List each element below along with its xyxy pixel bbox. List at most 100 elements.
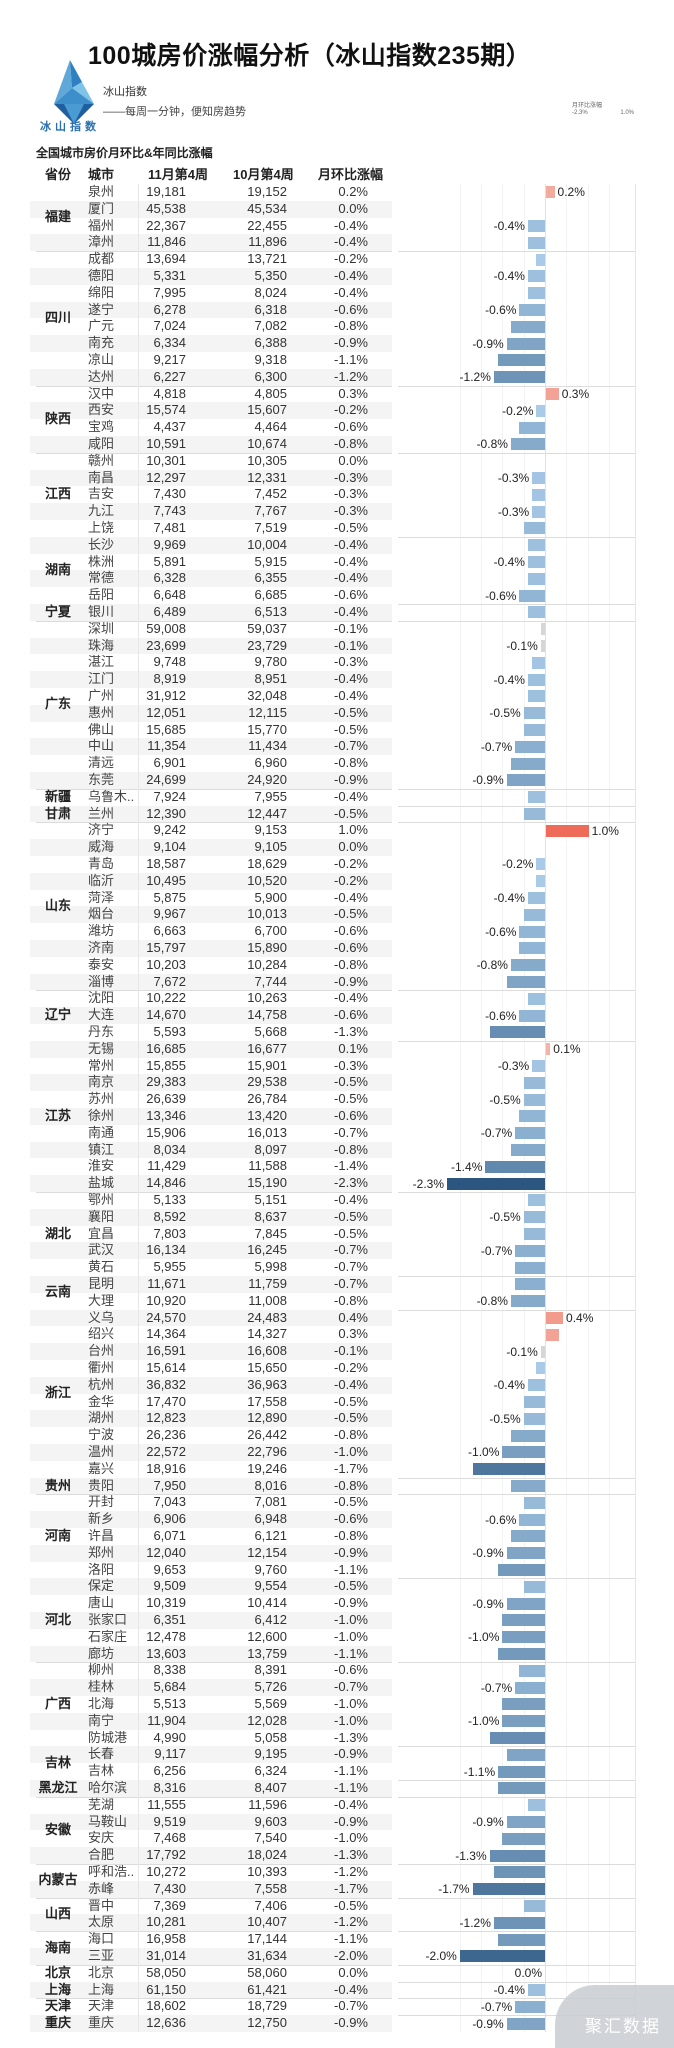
table-row[interactable]: 银川 6,489 6,513 -0.4% [30,604,392,621]
table-row[interactable]: 成都 13,694 13,721 -0.2% [30,251,392,268]
table-row[interactable]: 泰安 10,203 10,284 -0.8% [30,957,392,974]
table-row[interactable]: 防城港 4,990 5,058 -1.3% [30,1730,392,1747]
table-row[interactable]: 宝鸡 4,437 4,464 -0.6% [30,419,392,436]
table-row[interactable]: 清远 6,901 6,960 -0.8% [30,755,392,772]
table-row[interactable]: 东莞 24,699 24,920 -0.9% [30,772,392,789]
table-row[interactable]: 珠海 23,699 23,729 -0.1% [30,637,392,655]
table-row[interactable]: 呼和浩.. 10,272 10,393 -1.2% [30,1864,392,1881]
table-row[interactable]: 石家庄 12,478 12,600 -1.0% [30,1629,392,1646]
table-row[interactable]: 绵阳 7,995 8,024 -0.4% [30,285,392,302]
table-row[interactable]: 广元 7,024 7,082 -0.8% [30,318,392,335]
table-row[interactable]: 安庆 7,468 7,540 -1.0% [30,1830,392,1847]
table-row[interactable]: 黄石 5,955 5,998 -0.7% [30,1259,392,1276]
table-row[interactable]: 洛阳 9,653 9,760 -1.1% [30,1562,392,1579]
table-row[interactable]: 襄阳 8,592 8,637 -0.5% [30,1208,392,1226]
table-row[interactable]: 开封 7,043 7,081 -0.5% [30,1494,392,1511]
table-row[interactable]: 泉州 19,181 19,152 0.2% [30,184,392,201]
table-row[interactable]: 吉安 7,430 7,452 -0.3% [30,486,392,503]
table-row[interactable]: 丹东 5,593 5,668 -1.3% [30,1024,392,1041]
table-row[interactable]: 杭州 36,832 36,963 -0.4% [30,1376,392,1394]
table-row[interactable]: 威海 9,104 9,105 0.0% [30,839,392,856]
table-row[interactable]: 烟台 9,967 10,013 -0.5% [30,906,392,924]
table-row[interactable]: 长春 9,117 9,195 -0.9% [30,1746,392,1764]
table-row[interactable]: 绍兴 14,364 14,327 0.3% [30,1326,392,1343]
table-row[interactable]: 沈阳 10,222 10,263 -0.4% [30,990,392,1007]
table-row[interactable]: 潍坊 6,663 6,700 -0.6% [30,923,392,940]
table-row[interactable]: 武汉 16,134 16,245 -0.7% [30,1242,392,1260]
table-row[interactable]: 济宁 9,242 9,153 1.0% [30,822,392,839]
table-row[interactable]: 无锡 16,685 16,677 0.1% [30,1040,392,1058]
table-row[interactable]: 汉中 4,818 4,805 0.3% [30,386,392,403]
table-row[interactable]: 德阳 5,331 5,350 -0.4% [30,268,392,285]
column-header-week-nov[interactable]: 11月第4周 [148,167,208,182]
table-row[interactable]: 桂林 5,684 5,726 -0.7% [30,1679,392,1696]
table-row[interactable]: 兰州 12,390 12,447 -0.5% [30,805,392,823]
table-row[interactable]: 吉林 6,256 6,324 -1.1% [30,1763,392,1780]
table-row[interactable]: 海口 16,958 17,144 -1.1% [30,1931,392,1948]
table-row[interactable]: 西安 15,574 15,607 -0.2% [30,402,392,420]
table-row[interactable]: 福州 22,367 22,455 -0.4% [30,218,392,235]
table-row[interactable]: 北海 5,513 5,569 -1.0% [30,1696,392,1713]
table-row[interactable]: 保定 9,509 9,554 -0.5% [30,1578,392,1596]
table-row[interactable]: 南充 6,334 6,388 -0.9% [30,335,392,352]
table-row[interactable]: 遂宁 6,278 6,318 -0.6% [30,301,392,319]
table-row[interactable]: 衢州 15,614 15,650 -0.2% [30,1360,392,1377]
table-row[interactable]: 厦门 45,538 45,534 0.0% [30,200,392,218]
table-row[interactable]: 鄂州 5,133 5,151 -0.4% [30,1192,392,1209]
table-row[interactable]: 济南 15,797 15,890 -0.6% [30,940,392,957]
table-row[interactable]: 深圳 59,008 59,037 -0.1% [30,621,392,638]
table-row[interactable]: 湛江 9,748 9,780 -0.3% [30,654,392,671]
table-row[interactable]: 许昌 6,071 6,121 -0.8% [30,1528,392,1545]
table-row[interactable]: 青岛 18,587 18,629 -0.2% [30,856,392,873]
table-row[interactable]: 上海 61,150 61,421 -0.4% [30,1981,392,1999]
table-row[interactable]: 乌鲁木.. 7,924 7,955 -0.4% [30,789,392,806]
table-row[interactable]: 重庆 12,636 12,750 -0.9% [30,2015,392,2032]
table-row[interactable]: 贵阳 7,950 8,016 -0.8% [30,1477,392,1495]
table-row[interactable]: 新乡 6,906 6,948 -0.6% [30,1511,392,1528]
table-row[interactable]: 大理 10,920 11,008 -0.8% [30,1293,392,1310]
table-row[interactable]: 长沙 9,969 10,004 -0.4% [30,536,392,554]
table-row[interactable]: 徐州 13,346 13,420 -0.6% [30,1108,392,1125]
table-row[interactable]: 咸阳 10,591 10,674 -0.8% [30,436,392,453]
table-row[interactable]: 合肥 17,792 18,024 -1.3% [30,1847,392,1864]
table-row[interactable]: 义乌 24,570 24,483 0.4% [30,1309,392,1327]
column-header-week-oct[interactable]: 10月第4周 [233,167,294,182]
column-header-city[interactable]: 城市 [88,167,115,182]
table-row[interactable]: 江门 8,919 8,951 -0.4% [30,671,392,688]
table-row[interactable]: 唐山 10,319 10,414 -0.9% [30,1595,392,1612]
table-row[interactable]: 凉山 9,217 9,318 -1.1% [30,352,392,369]
table-row[interactable]: 佛山 15,685 15,770 -0.5% [30,722,392,739]
table-row[interactable]: 惠州 12,051 12,115 -0.5% [30,704,392,722]
table-row[interactable]: 三亚 31,014 31,634 -2.0% [30,1948,392,1965]
table-row[interactable]: 晋中 7,369 7,406 -0.5% [30,1898,392,1915]
table-row[interactable]: 北京 58,050 58,060 0.0% [30,1965,392,1982]
table-row[interactable]: 太原 10,281 10,407 -1.2% [30,1914,392,1932]
table-row[interactable]: 淮安 11,429 11,588 -1.4% [30,1158,392,1175]
table-row[interactable]: 广州 31,912 32,048 -0.4% [30,688,392,705]
table-row[interactable]: 台州 16,591 16,608 -0.1% [30,1343,392,1360]
table-row[interactable]: 盐城 14,846 15,190 -2.3% [30,1175,392,1192]
table-row[interactable]: 马鞍山 9,519 9,603 -0.9% [30,1813,392,1831]
table-row[interactable]: 常德 6,328 6,355 -0.4% [30,570,392,588]
table-row[interactable]: 湖州 12,823 12,890 -0.5% [30,1410,392,1428]
table-row[interactable]: 中山 11,354 11,434 -0.7% [30,738,392,756]
table-row[interactable]: 宜昌 7,803 7,845 -0.5% [30,1226,392,1243]
column-header-change[interactable]: 月环比涨幅 [318,167,384,182]
table-row[interactable]: 镇江 8,034 8,097 -0.8% [30,1141,392,1159]
table-row[interactable]: 达州 6,227 6,300 -1.2% [30,368,392,386]
table-row[interactable]: 岳阳 6,648 6,685 -0.6% [30,587,392,604]
table-row[interactable]: 菏泽 5,875 5,900 -0.4% [30,890,392,907]
column-header-province[interactable]: 省份 [44,167,71,182]
table-row[interactable]: 温州 22,572 22,796 -1.0% [30,1444,392,1461]
table-row[interactable]: 南通 15,906 16,013 -0.7% [30,1125,392,1142]
table-row[interactable]: 南昌 12,297 12,331 -0.3% [30,469,392,487]
table-row[interactable]: 九江 7,743 7,767 -0.3% [30,503,392,520]
table-row[interactable]: 柳州 8,338 8,391 -0.6% [30,1662,392,1679]
table-row[interactable]: 郑州 12,040 12,154 -0.9% [30,1544,392,1562]
table-row[interactable]: 淄博 7,672 7,744 -0.9% [30,973,392,991]
table-row[interactable]: 宁波 26,236 26,442 -0.8% [30,1427,392,1444]
table-row[interactable]: 大连 14,670 14,758 -0.6% [30,1007,392,1024]
table-row[interactable]: 苏州 26,639 26,784 -0.5% [30,1091,392,1108]
table-row[interactable]: 昆明 11,671 11,759 -0.7% [30,1276,392,1293]
table-row[interactable]: 临沂 10,495 10,520 -0.2% [30,872,392,890]
